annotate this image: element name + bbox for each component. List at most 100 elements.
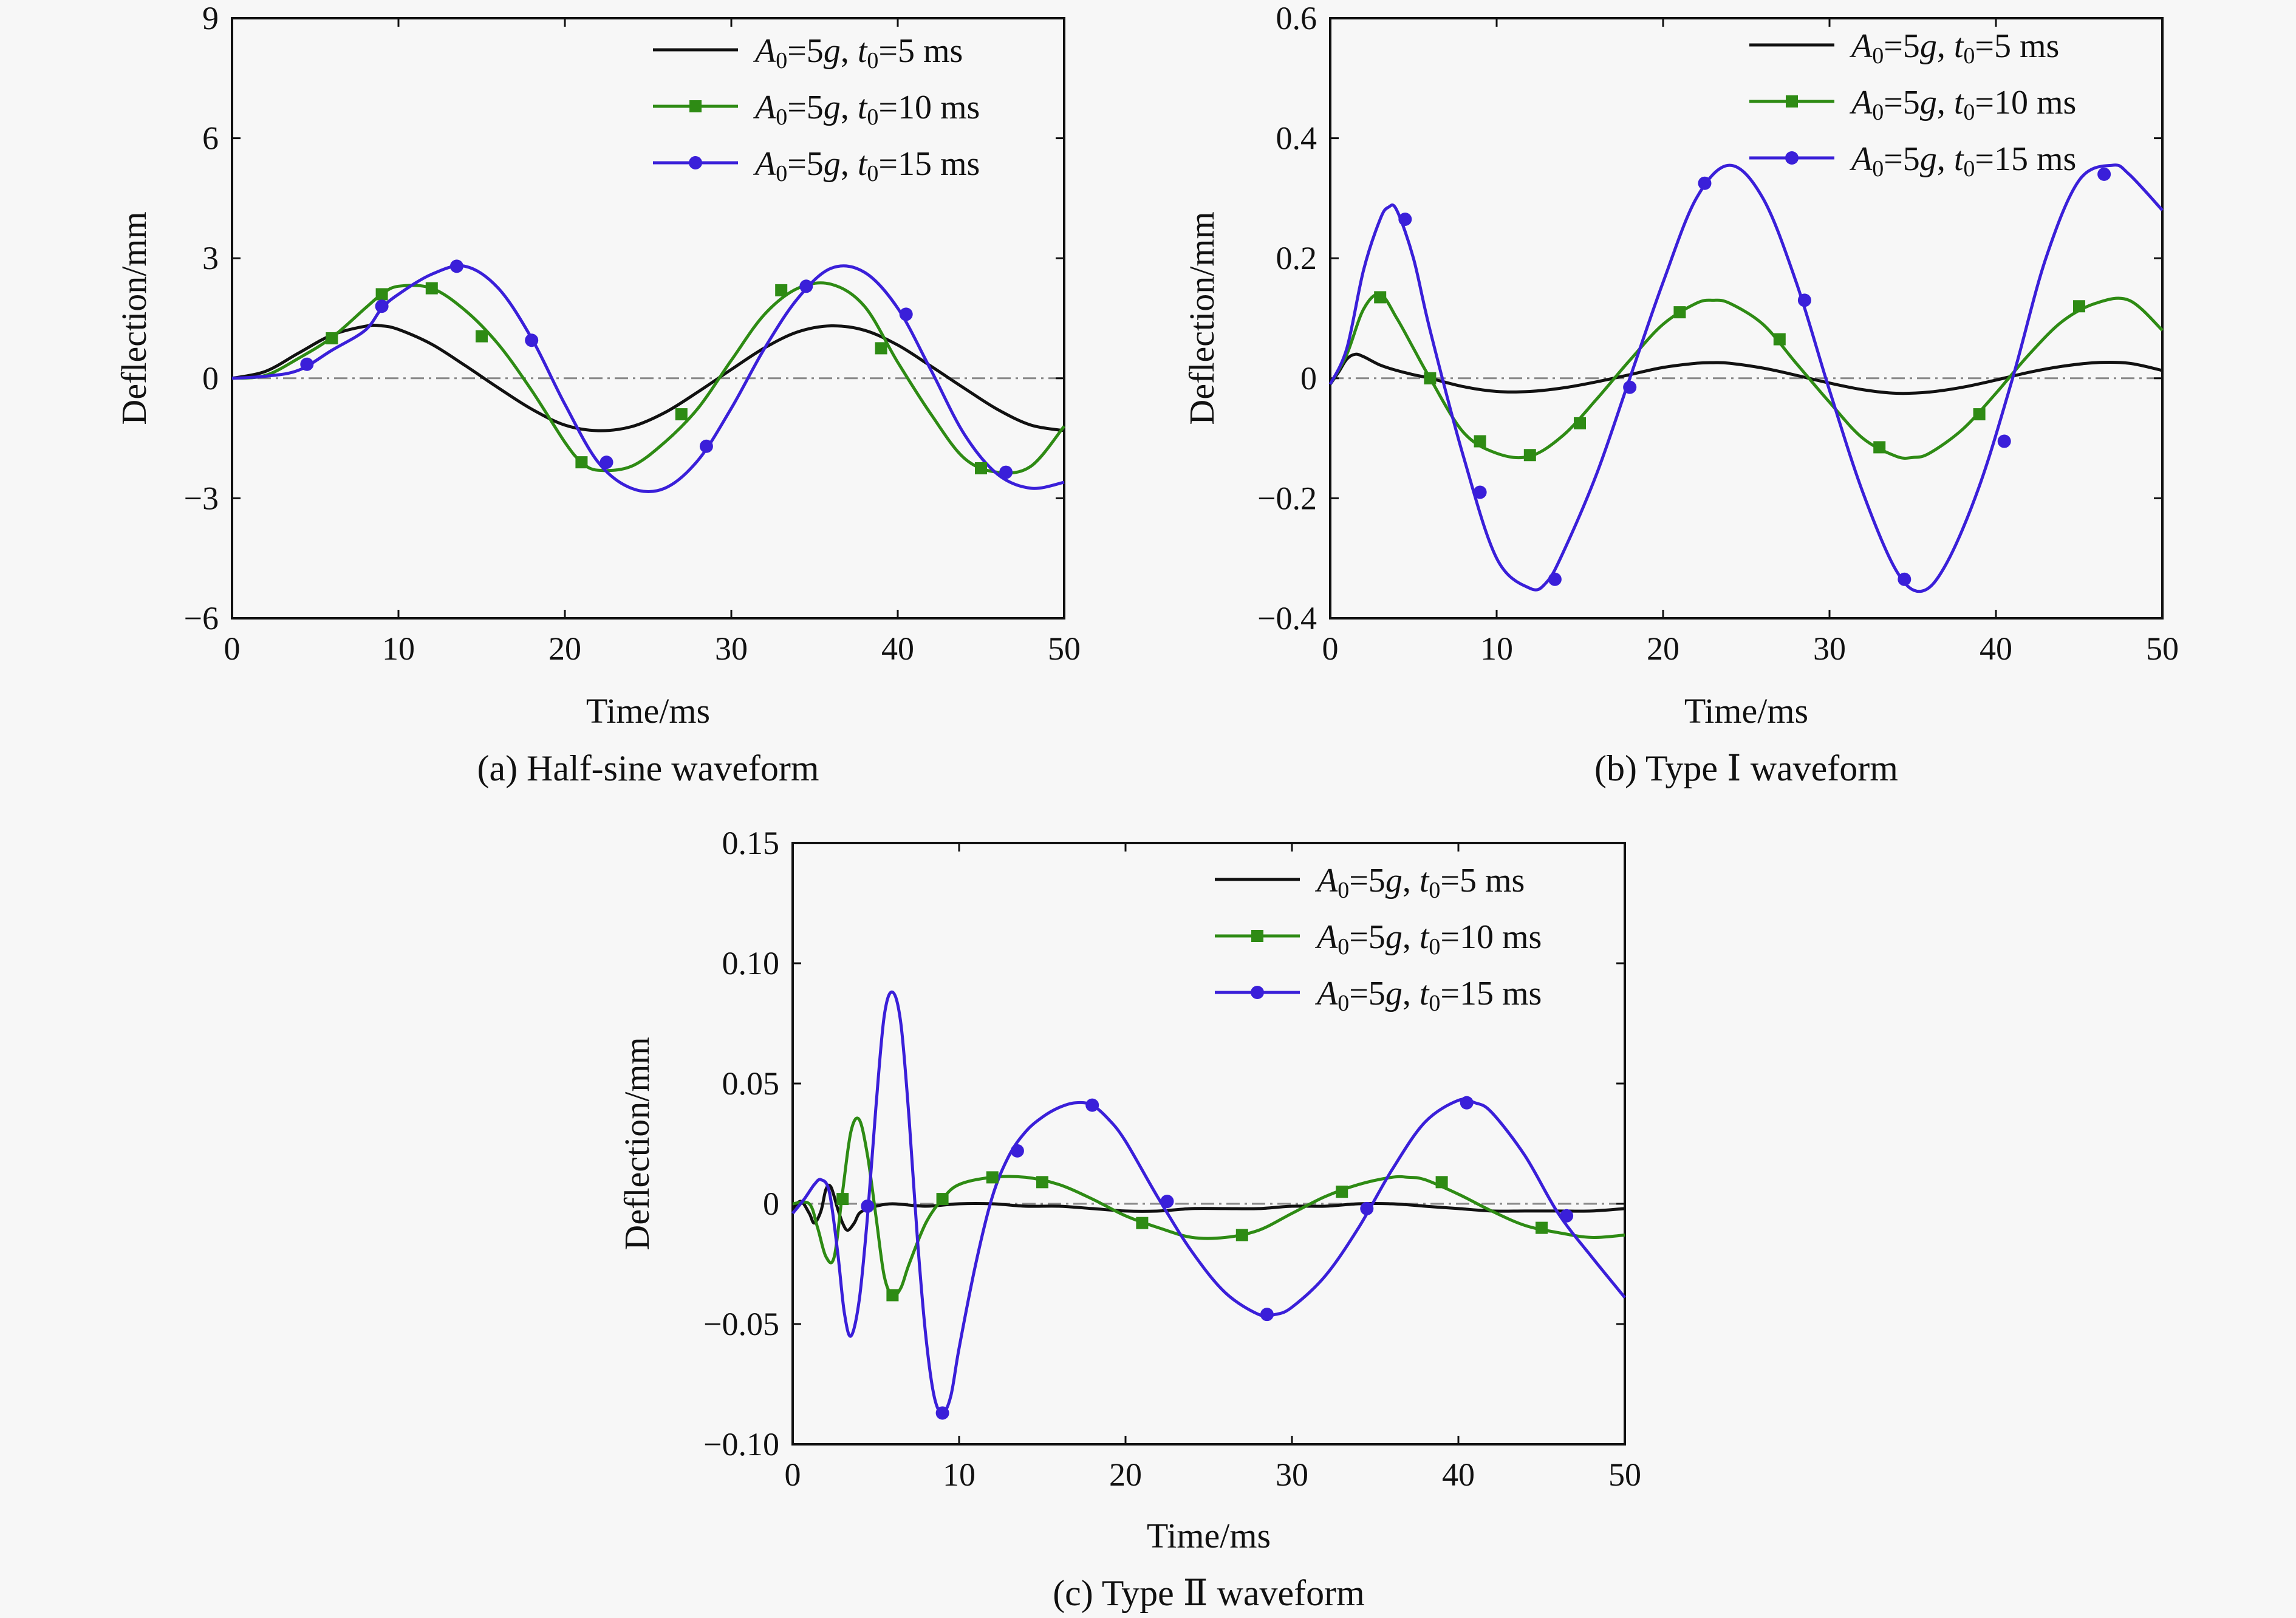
data-point-blue: [1360, 1201, 1374, 1215]
data-point-blue: [1698, 176, 1712, 190]
data-point-blue: [1997, 434, 2011, 448]
x-tick-label: 20: [548, 630, 581, 667]
data-point-green: [1424, 372, 1437, 384]
x-tick-label: 20: [1647, 630, 1679, 667]
data-point-green: [986, 1171, 999, 1184]
x-tick-label: 0: [1322, 630, 1339, 667]
plot-frame: [791, 842, 1626, 1446]
y-tick-label: 6: [202, 120, 219, 157]
x-tick-label: 30: [1276, 1456, 1308, 1493]
x-tick-label: 50: [2146, 630, 2179, 667]
x-tick-label: 30: [715, 630, 748, 667]
y-tick-label: 0.2: [1276, 240, 1317, 276]
y-axis-label: Deflection/mm: [1182, 211, 1221, 425]
legend-entry: A0=5g, t0=15 ms: [1314, 975, 1542, 1016]
y-tick-label: 0.15: [722, 825, 780, 861]
data-point-blue: [375, 299, 389, 313]
y-tick-label: −0.4: [1257, 600, 1317, 637]
data-point-blue: [449, 259, 463, 273]
x-axis-label: Time/ms: [586, 691, 710, 731]
y-axis-label: Deflection/mm: [114, 211, 154, 425]
data-point-green: [375, 288, 388, 301]
data-point-green: [1374, 291, 1387, 304]
legend-entry: A0=5g, t0=15 ms: [1849, 140, 2076, 182]
data-point-blue: [999, 465, 1013, 479]
data-point-green: [675, 408, 688, 421]
legend-marker: [689, 156, 702, 169]
y-tick-label: 0: [202, 360, 219, 397]
y-tick-label: −0.10: [703, 1426, 779, 1463]
data-point-green: [836, 1193, 849, 1206]
data-point-green: [1474, 435, 1486, 448]
series-line-black: [791, 1184, 1625, 1232]
series-line-blue: [1328, 163, 2164, 593]
x-tick-label: 40: [1980, 630, 2012, 667]
y-axis-label: Deflection/mm: [617, 1037, 657, 1250]
data-point-blue: [861, 1199, 875, 1213]
data-point-green: [1773, 333, 1786, 346]
x-tick-label: 0: [785, 1456, 801, 1493]
legend-entry: A0=5g, t0=5 ms: [1849, 27, 2059, 69]
data-point-blue: [1898, 572, 1912, 586]
data-point-green: [886, 1289, 899, 1302]
data-point-green: [875, 342, 887, 355]
data-point-blue: [600, 456, 613, 469]
panel-caption: (a) Half-sine waveform: [477, 748, 819, 788]
y-tick-label: 0: [763, 1186, 779, 1222]
data-point-green: [975, 462, 987, 474]
legend-entry: A0=5g, t0=10 ms: [1314, 918, 1542, 960]
data-point-green: [936, 1193, 949, 1206]
series-line-blue: [791, 990, 1626, 1415]
chart-panel-type-2: 0 10 20 30 40 50 −0.10 −0.05 0 0.05 0.10 0.15 A0=5g,…: [617, 825, 1641, 1613]
data-point-green: [476, 330, 488, 343]
data-point-blue: [935, 1406, 949, 1420]
x-tick-label: 30: [1813, 630, 1846, 667]
data-point-green: [1136, 1217, 1149, 1229]
series-line-blue: [231, 264, 1065, 493]
y-tick-label: 3: [202, 240, 219, 276]
x-axis-label: Time/ms: [1147, 1516, 1271, 1555]
data-point-green: [1873, 441, 1886, 454]
y-tick-label: 0.05: [722, 1065, 780, 1102]
data-point-blue: [1473, 485, 1487, 499]
series-line-green: [792, 1116, 1625, 1297]
data-point-blue: [699, 439, 713, 453]
data-point-green: [425, 282, 438, 295]
data-point-green: [326, 332, 338, 344]
plot-frame: [231, 17, 1065, 620]
y-tick-label: 0.4: [1276, 120, 1317, 157]
x-tick-label: 40: [881, 630, 914, 667]
legend-marker: [1785, 151, 1799, 165]
legend-entry: A0=5g, t0=10 ms: [1849, 84, 2076, 125]
y-tick-label: 0.10: [722, 945, 780, 981]
data-point-green: [1673, 306, 1686, 319]
chart-panel-half-sine: 0 10 20 30 40 50 −6 −3 0 3 6 9 A0=5g, t0=5 ms A0=5g, …: [114, 0, 1081, 788]
legend-entry: A0=5g, t0=5 ms: [753, 32, 963, 73]
data-point-blue: [899, 307, 913, 321]
data-point-green: [775, 284, 788, 296]
data-point-blue: [1010, 1144, 1024, 1158]
legend-marker: [1786, 95, 1798, 108]
legend-marker: [1251, 930, 1263, 942]
data-point-blue: [1623, 380, 1637, 394]
legend-marker: [1251, 986, 1264, 999]
data-point-blue: [1160, 1195, 1174, 1209]
x-axis-label: Time/ms: [1684, 691, 1808, 731]
data-point-blue: [1548, 572, 1562, 586]
series-line-green: [1328, 292, 2164, 460]
y-tick-label: −0.2: [1257, 480, 1317, 516]
series-line-black: [1328, 352, 2163, 395]
legend-marker: [689, 100, 702, 112]
data-point-green: [1973, 408, 1986, 421]
data-point-green: [1336, 1186, 1348, 1198]
y-tick-label: −3: [184, 480, 219, 516]
data-point-blue: [2097, 167, 2111, 181]
data-point-green: [1574, 417, 1586, 429]
x-tick-label: 10: [382, 630, 415, 667]
x-tick-label: 40: [1442, 1456, 1475, 1493]
plot-frame: [1329, 17, 2164, 620]
data-point-green: [1235, 1229, 1248, 1241]
data-point-green: [2073, 300, 2085, 313]
data-point-green: [1036, 1176, 1048, 1189]
